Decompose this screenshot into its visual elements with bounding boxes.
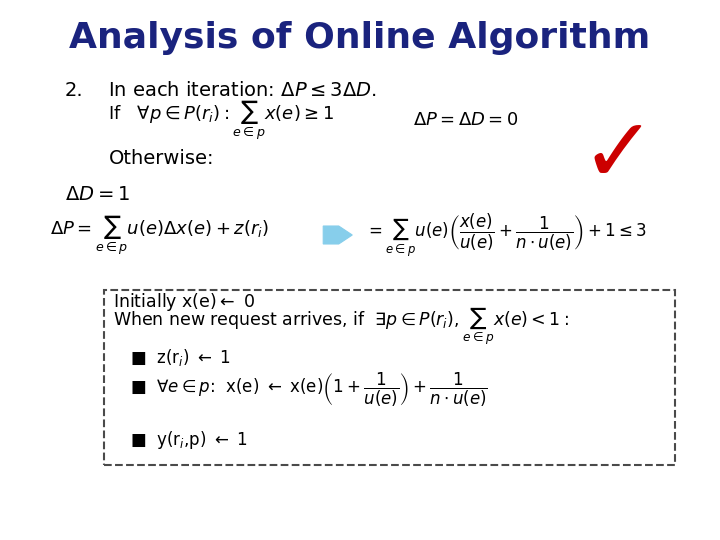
Text: $= \sum_{e \in p} u(e)\left(\dfrac{x(e)}{u(e)} + \dfrac{1}{n \cdot u(e)}\right) : $= \sum_{e \in p} u(e)\left(\dfrac{x(e)}…: [365, 211, 647, 259]
Text: $\Delta P = \Delta D=0$: $\Delta P = \Delta D=0$: [413, 111, 519, 129]
Text: In each iteration: $\Delta P \leq 3\Delta D$.: In each iteration: $\Delta P \leq 3\Delt…: [109, 80, 377, 99]
Text: Analysis of Online Algorithm: Analysis of Online Algorithm: [69, 21, 651, 55]
Text: $\Delta P = \sum_{e \in p} u(e)\Delta x(e) + z(r_i)$: $\Delta P = \sum_{e \in p} u(e)\Delta x(…: [50, 213, 269, 257]
Text: Initially x(e)$\leftarrow$ 0: Initially x(e)$\leftarrow$ 0: [113, 291, 255, 313]
FancyBboxPatch shape: [104, 290, 675, 465]
Text: $\Delta D=1$: $\Delta D=1$: [65, 186, 130, 205]
Text: Otherwise:: Otherwise:: [109, 148, 214, 167]
Text: $\blacksquare$  y(r$_i$,p) $\leftarrow$ 1: $\blacksquare$ y(r$_i$,p) $\leftarrow$ 1: [130, 429, 248, 451]
FancyArrow shape: [323, 226, 352, 244]
Text: 2.: 2.: [65, 80, 84, 99]
Text: $\blacksquare$  $\forall e \in p$:  x(e) $\leftarrow$ x(e)$\left(1 + \dfrac{1}{u: $\blacksquare$ $\forall e \in p$: x(e) $…: [130, 371, 487, 409]
Text: If   $\forall p \in P(r_i) : \sum_{e \in p} x(e) \geq 1$: If $\forall p \in P(r_i) : \sum_{e \in p…: [109, 98, 334, 142]
Text: $\checkmark$: $\checkmark$: [580, 111, 643, 199]
Text: When new request arrives, if  $\exists p \in P(r_i), \sum_{e \in p} x(e) < 1:$: When new request arrives, if $\exists p …: [113, 305, 570, 347]
Text: $\blacksquare$  z(r$_i$) $\leftarrow$ 1: $\blacksquare$ z(r$_i$) $\leftarrow$ 1: [130, 348, 230, 368]
